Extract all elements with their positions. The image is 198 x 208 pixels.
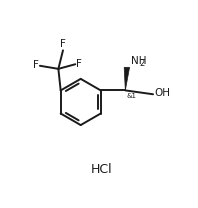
Polygon shape (124, 67, 129, 90)
Text: F: F (33, 60, 39, 70)
Text: &1: &1 (126, 93, 136, 99)
Text: NH: NH (131, 56, 146, 66)
Text: F: F (60, 39, 66, 49)
Text: F: F (76, 59, 82, 69)
Text: 2: 2 (140, 59, 145, 68)
Text: OH: OH (155, 88, 171, 99)
Text: HCl: HCl (91, 163, 112, 176)
